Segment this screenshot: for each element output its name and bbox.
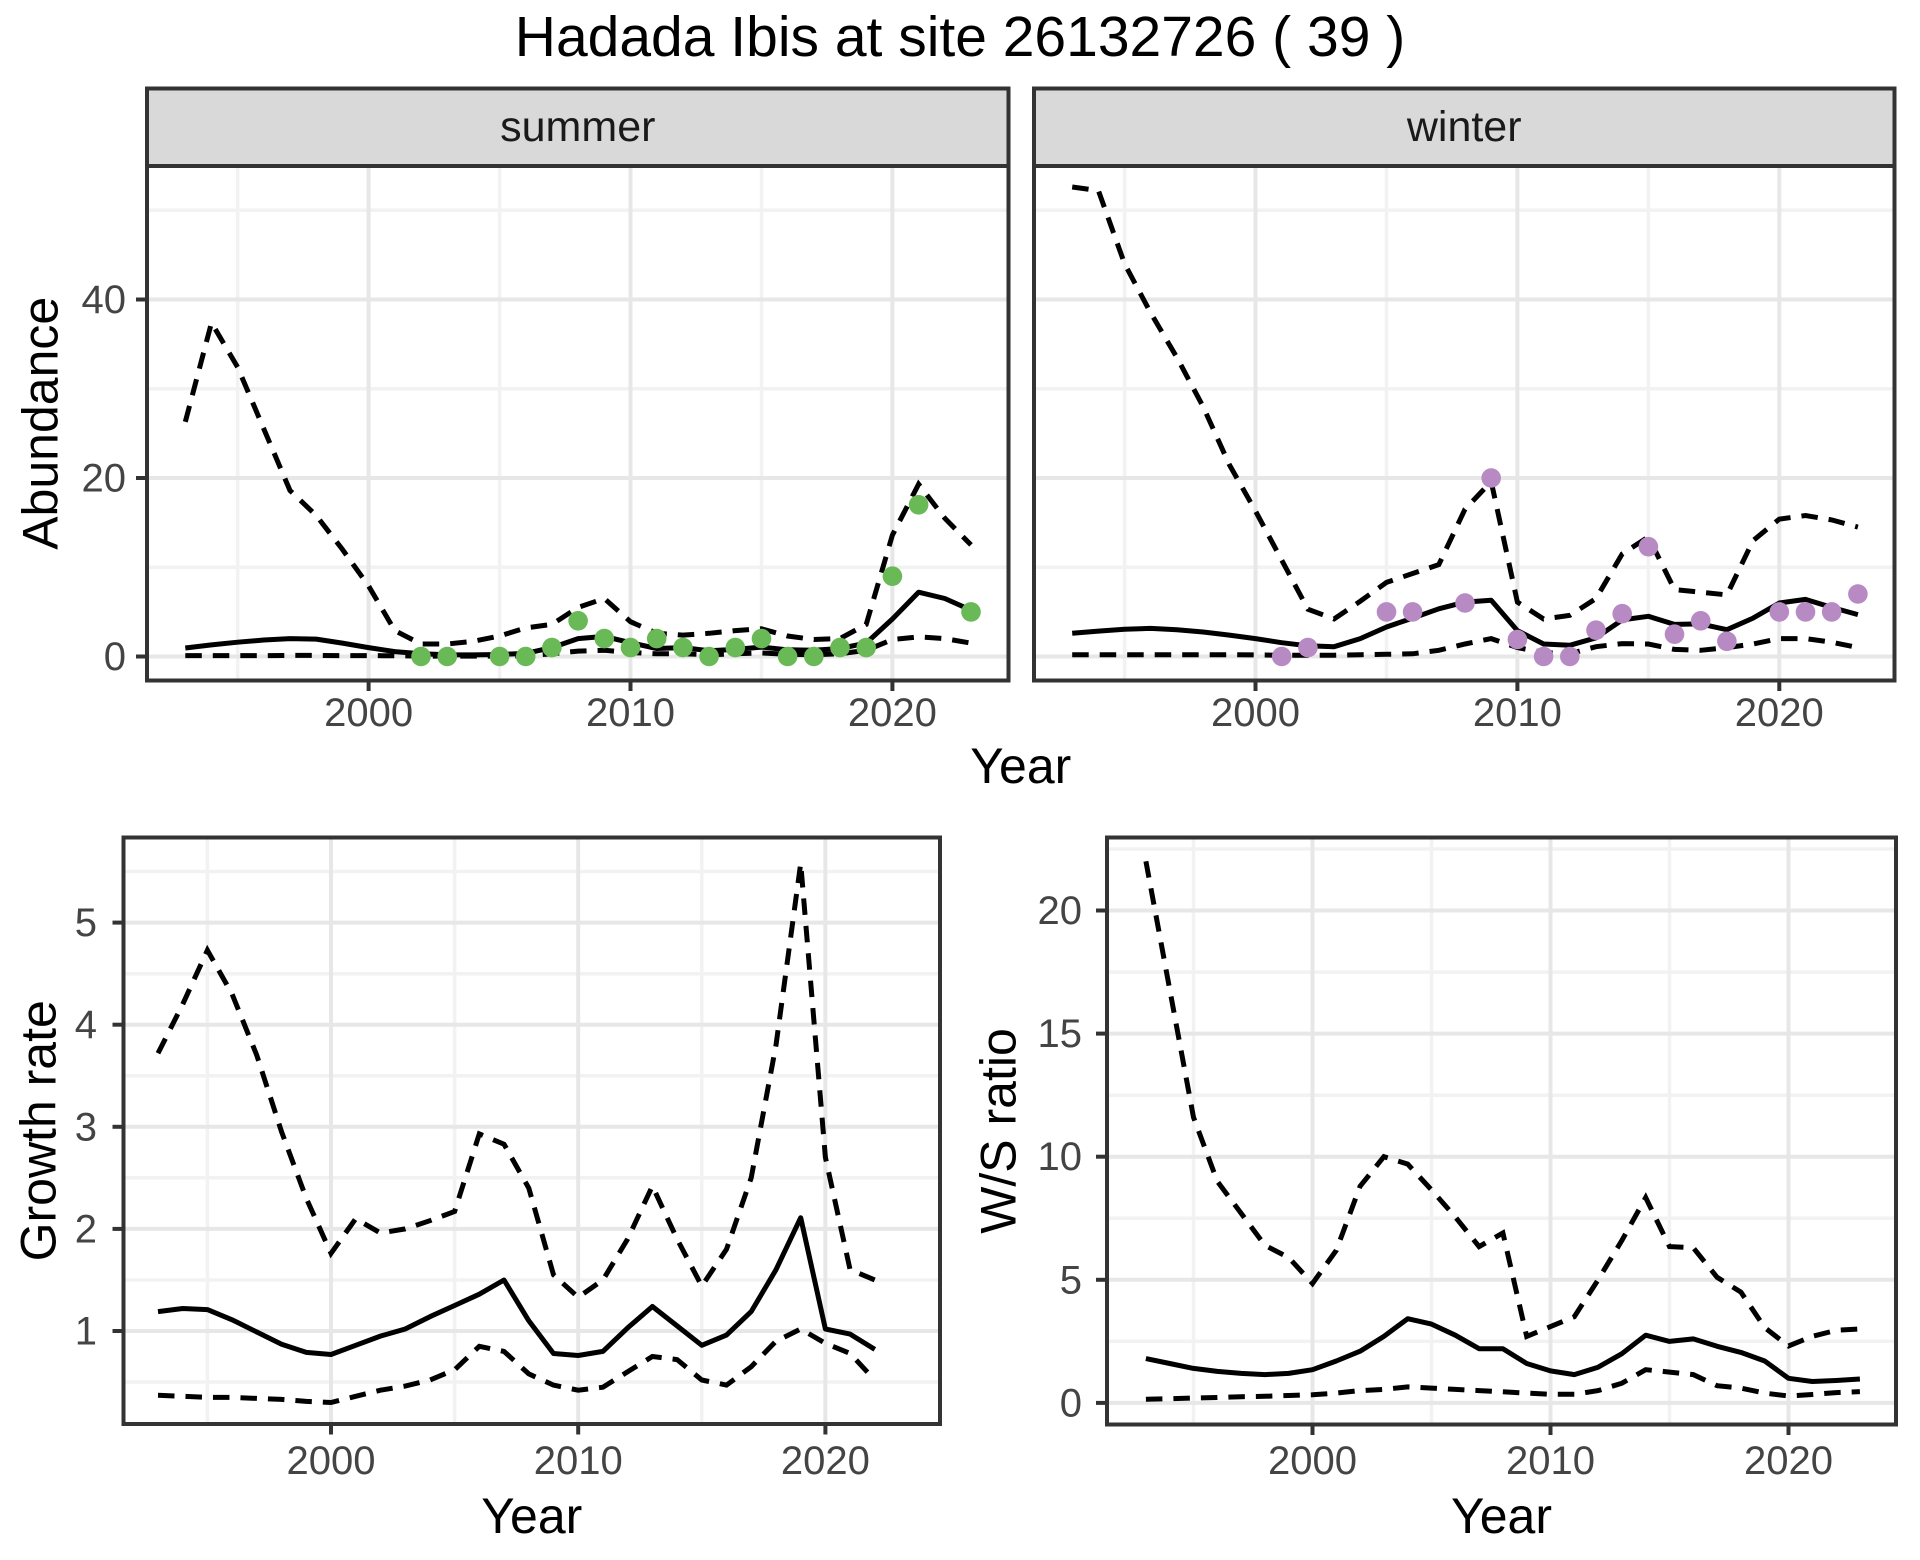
svg-text:2020: 2020: [1744, 1439, 1833, 1483]
svg-text:20: 20: [1038, 889, 1083, 933]
svg-text:W/S ratio: W/S ratio: [971, 1028, 1027, 1234]
svg-text:Year: Year: [1451, 1488, 1552, 1544]
svg-text:2010: 2010: [1506, 1439, 1595, 1483]
svg-text:Year: Year: [970, 738, 1071, 794]
svg-text:5: 5: [75, 901, 97, 945]
svg-text:2010: 2010: [1473, 691, 1562, 735]
svg-text:15: 15: [1038, 1012, 1083, 1056]
svg-text:Year: Year: [481, 1488, 582, 1544]
svg-text:Hadada Ibis at site 26132726 (: Hadada Ibis at site 26132726 ( 39 ): [515, 5, 1405, 69]
svg-text:2020: 2020: [781, 1439, 870, 1483]
svg-text:2020: 2020: [1735, 691, 1824, 735]
svg-text:40: 40: [82, 278, 127, 322]
svg-text:2010: 2010: [586, 691, 675, 735]
svg-text:4: 4: [75, 1003, 97, 1047]
svg-text:2000: 2000: [1211, 691, 1300, 735]
svg-text:2: 2: [75, 1207, 97, 1251]
svg-text:0: 0: [1060, 1381, 1082, 1425]
svg-text:winter: winter: [1406, 103, 1522, 151]
svg-text:3: 3: [75, 1105, 97, 1149]
svg-text:2000: 2000: [324, 691, 413, 735]
svg-text:2010: 2010: [534, 1439, 623, 1483]
svg-text:20: 20: [82, 457, 127, 501]
svg-text:1: 1: [75, 1310, 97, 1354]
svg-text:Abundance: Abundance: [13, 297, 69, 550]
svg-text:summer: summer: [500, 103, 655, 151]
svg-text:5: 5: [1060, 1258, 1082, 1302]
svg-text:10: 10: [1038, 1135, 1083, 1179]
svg-text:2000: 2000: [287, 1439, 376, 1483]
svg-text:Growth rate: Growth rate: [11, 1000, 67, 1261]
svg-text:0: 0: [104, 635, 126, 679]
svg-text:2000: 2000: [1268, 1439, 1357, 1483]
svg-text:2020: 2020: [848, 691, 937, 735]
